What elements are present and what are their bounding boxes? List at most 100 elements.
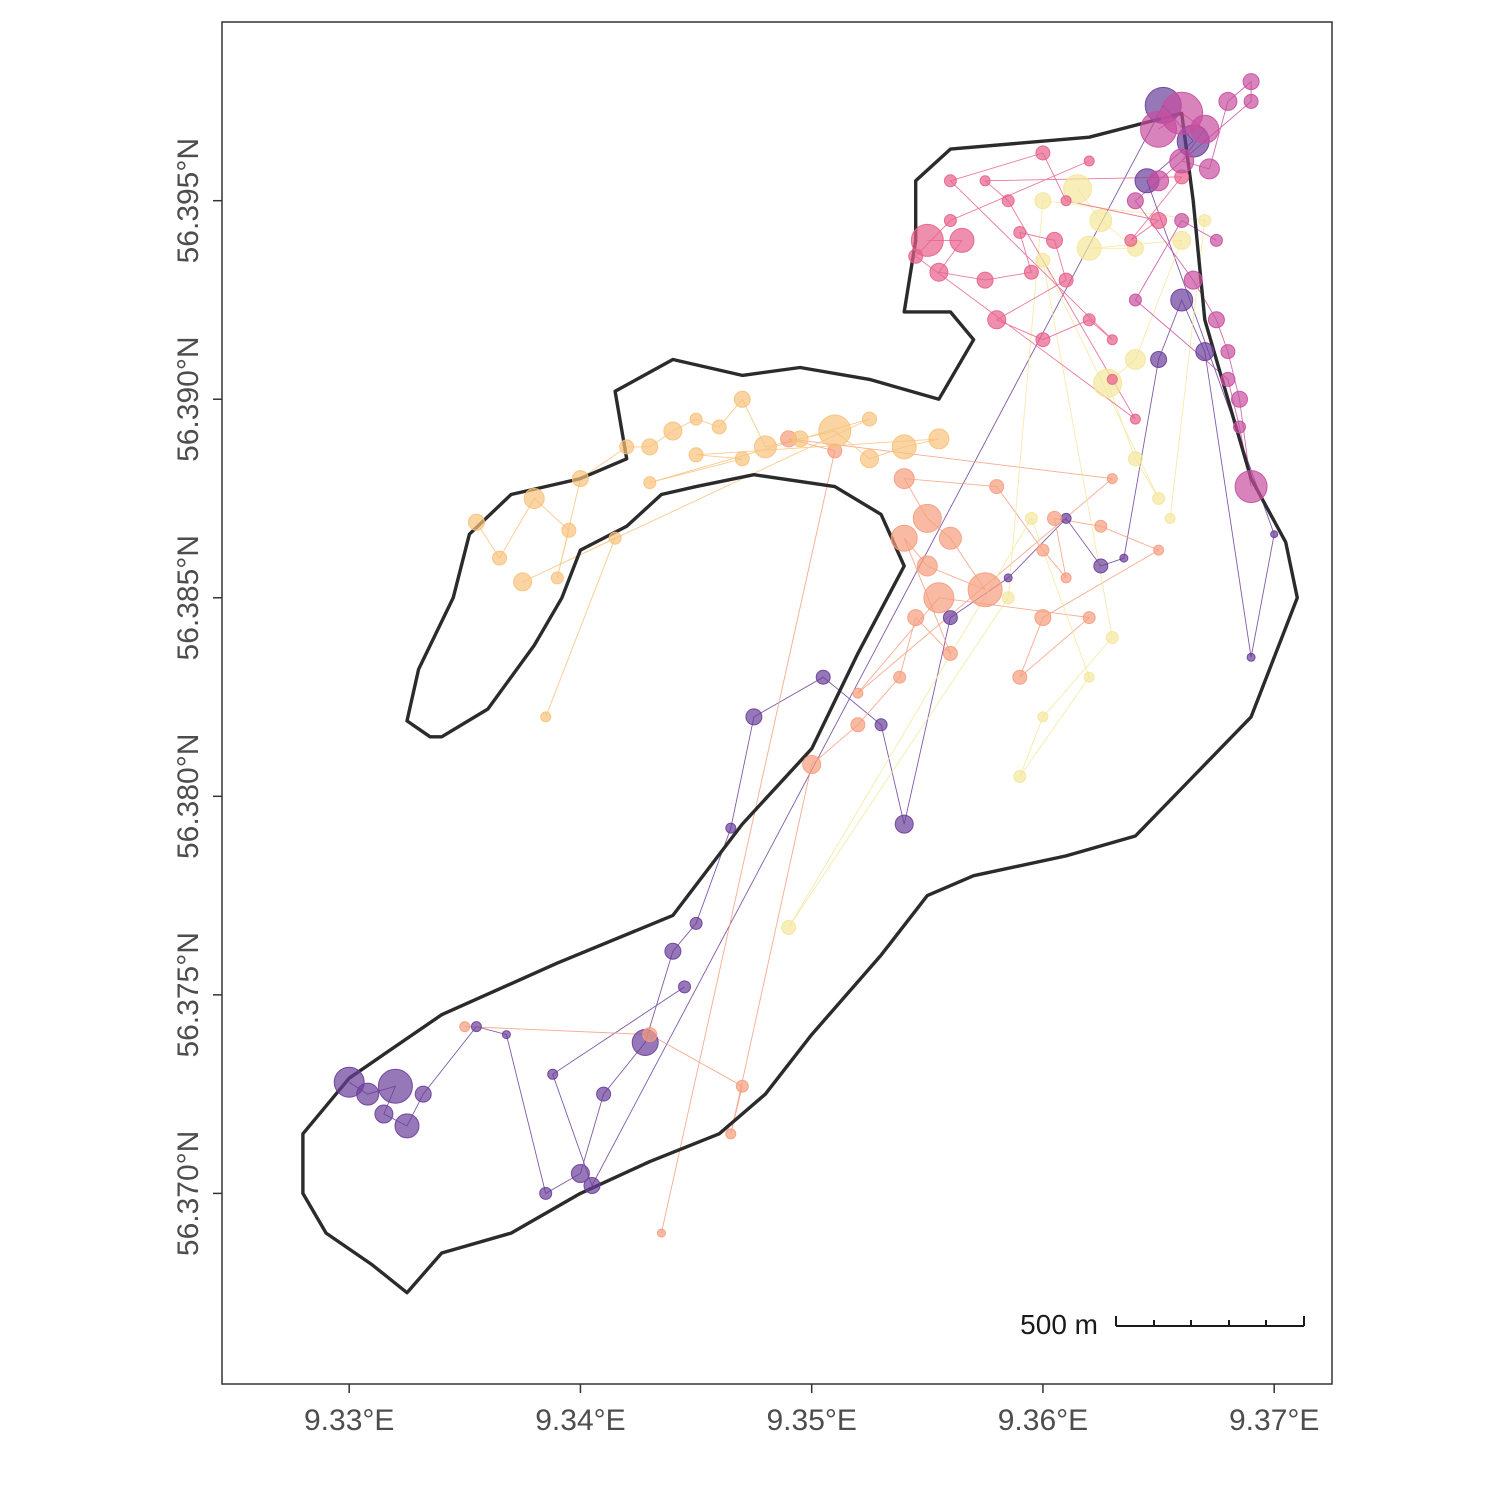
position-point: [561, 522, 577, 538]
position-point: [333, 1066, 365, 1098]
position-point: [1035, 252, 1051, 268]
position-point: [571, 470, 589, 488]
position-point: [1083, 155, 1095, 167]
y-tick-label: 56.390°N: [172, 337, 205, 462]
x-axis: 9.33°E 9.34°E 9.35°E 9.36°E 9.37°E: [304, 1384, 1319, 1437]
track-line: [788, 188, 1206, 928]
position-point: [1270, 530, 1279, 539]
position-point: [689, 916, 703, 930]
position-point: [942, 645, 958, 661]
position-point: [890, 524, 918, 552]
x-tick-label: 9.33°E: [304, 1404, 394, 1437]
position-point: [1013, 226, 1027, 239]
position-point: [596, 1086, 612, 1102]
position-point: [735, 1079, 749, 1093]
position-point: [619, 439, 635, 455]
position-point: [1060, 572, 1072, 584]
position-point: [908, 248, 924, 264]
position-point: [907, 609, 925, 627]
position-point: [916, 555, 938, 577]
lake-outline: [301, 111, 1299, 1295]
position-point: [550, 571, 564, 585]
position-point: [1093, 558, 1109, 574]
position-point: [1150, 212, 1168, 229]
y-tick-label: 56.395°N: [172, 138, 205, 263]
position-point: [1012, 669, 1028, 685]
position-point: [1105, 631, 1119, 644]
position-point: [1093, 368, 1123, 398]
position-point: [663, 421, 683, 441]
position-point: [1127, 451, 1143, 467]
position-point: [929, 262, 949, 282]
position-point: [967, 572, 1003, 608]
position-point: [377, 1068, 413, 1104]
position-point: [1153, 544, 1165, 556]
position-point: [540, 711, 552, 723]
position-point: [1150, 351, 1168, 368]
position-point: [1001, 591, 1015, 605]
position-point: [802, 755, 822, 774]
position-point: [513, 572, 533, 592]
position-point: [938, 526, 962, 550]
position-point: [987, 310, 1007, 330]
position-point: [1106, 373, 1118, 385]
position-point: [1170, 288, 1194, 312]
position-point: [656, 1228, 666, 1238]
position-point: [893, 670, 907, 684]
position-point: [1037, 711, 1049, 723]
position-point: [1218, 91, 1238, 111]
position-point: [1106, 334, 1118, 346]
position-point: [642, 1027, 658, 1043]
position-point: [539, 1186, 553, 1200]
position-point: [860, 449, 879, 469]
position-points: [333, 73, 1279, 1238]
position-point: [492, 550, 507, 566]
position-point: [949, 227, 975, 253]
position-point: [989, 479, 1005, 495]
position-point: [1047, 510, 1062, 526]
position-point: [1207, 311, 1225, 329]
position-point: [1246, 652, 1256, 662]
position-point: [1035, 332, 1051, 348]
position-point: [725, 822, 737, 834]
position-point: [1024, 511, 1038, 525]
position-point: [1001, 194, 1015, 208]
position-point: [1190, 114, 1220, 144]
x-tick-label: 9.36°E: [998, 1404, 1088, 1437]
position-point: [1082, 313, 1096, 327]
position-point: [688, 447, 704, 463]
position-point: [1124, 233, 1138, 247]
position-point: [943, 174, 957, 188]
position-point: [891, 434, 917, 460]
scale-bar: 500 m: [1020, 1309, 1305, 1340]
position-point: [753, 435, 777, 459]
position-point: [1148, 170, 1170, 192]
y-tick-label: 56.385°N: [172, 535, 205, 660]
position-point: [1198, 158, 1220, 180]
position-point: [943, 214, 957, 227]
position-point: [1234, 470, 1268, 504]
position-point: [664, 942, 682, 960]
position-point: [1060, 195, 1072, 207]
position-point: [850, 717, 866, 733]
x-tick-label: 9.35°E: [766, 1404, 856, 1437]
position-point: [1023, 264, 1039, 280]
position-point: [942, 610, 958, 626]
y-axis: 56.370°N 56.375°N 56.380°N 56.385°N 56.390°N…: [172, 138, 222, 1256]
position-point: [1174, 213, 1190, 228]
position-point: [1060, 512, 1072, 524]
y-tick-label: 56.380°N: [172, 734, 205, 859]
position-point: [356, 1082, 380, 1106]
position-point: [1046, 231, 1063, 249]
position-point: [1198, 214, 1212, 227]
position-point: [1242, 73, 1260, 91]
position-point: [711, 419, 727, 435]
position-point: [470, 1021, 482, 1033]
position-point: [1036, 543, 1050, 557]
position-point: [1106, 473, 1118, 485]
position-point: [815, 669, 831, 685]
position-point: [583, 1177, 601, 1194]
position-point: [734, 451, 750, 467]
y-tick-label: 56.375°N: [172, 932, 205, 1057]
position-point: [1209, 233, 1223, 247]
